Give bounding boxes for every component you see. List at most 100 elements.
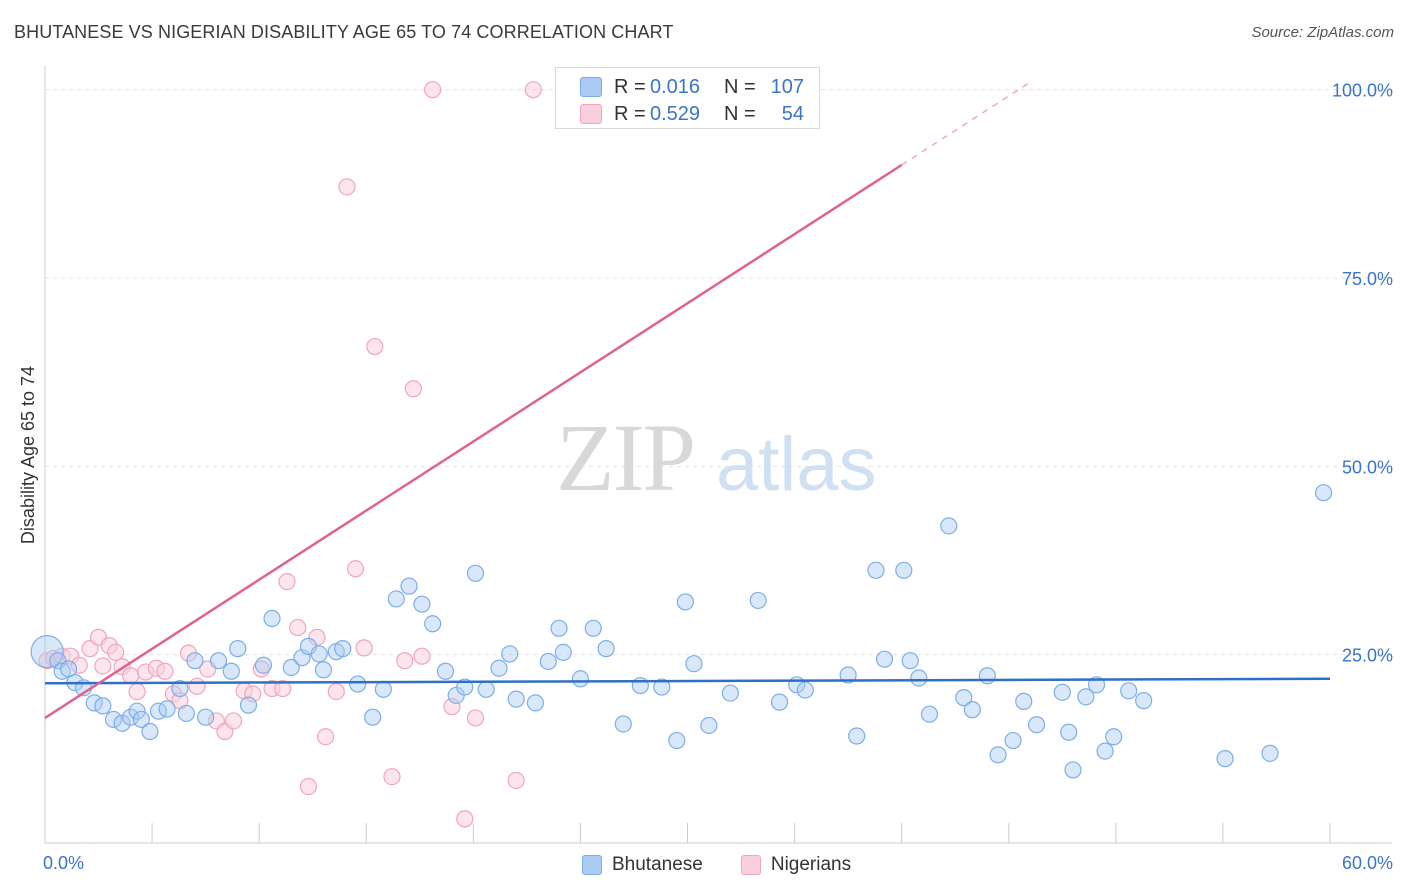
bhutanese-point (229, 640, 247, 658)
bhutanese-point (848, 727, 866, 745)
nigerians-trend-line (44, 163, 903, 719)
bhutanese-point (436, 662, 455, 680)
nigerians-point (404, 380, 422, 398)
stats-swatch-bhutanese (580, 77, 602, 97)
bhutanese-point (400, 577, 418, 595)
r-value: 0.529 (650, 102, 701, 125)
bhutanese-point (94, 697, 112, 715)
bhutanese-point (177, 704, 195, 723)
stats-row-bhutanese: R = 0.016 N = 107 (580, 74, 804, 100)
bhutanese-point (1120, 682, 1138, 700)
nigerians-point (156, 662, 174, 680)
nigerians-point (289, 618, 307, 637)
nigerians-point (366, 337, 384, 356)
legend-swatch-bhutanese (582, 855, 602, 875)
bhutanese-point (901, 652, 919, 670)
nigerians-point (466, 709, 485, 727)
axes (44, 66, 1392, 844)
source-note: Source: ZipAtlas.com (1251, 24, 1394, 41)
nigerians-point (70, 656, 88, 674)
y-tick-label: 50.0% (1342, 457, 1393, 477)
bhutanese-point (526, 694, 545, 712)
legend-label-bhutanese: Bhutanese (612, 854, 703, 875)
bhutanese-points (30, 484, 1333, 779)
bhutanese-point (989, 746, 1007, 764)
nigerians-point (413, 647, 431, 665)
bhutanese-point (978, 667, 996, 685)
bhutanese-point (895, 561, 913, 579)
bhutanese-point (963, 701, 981, 719)
nigerians-point (524, 81, 542, 99)
bhutanese-point (477, 680, 495, 698)
bhutanese-point (507, 690, 525, 708)
nigerians-point (355, 639, 373, 657)
n-value: 107 (770, 75, 804, 98)
bhutanese-point (349, 675, 367, 693)
bhutanese-point (1096, 742, 1114, 760)
watermark: ZIP atlas (556, 404, 877, 511)
bhutanese-point (239, 696, 258, 714)
bhutanese-point (141, 722, 159, 741)
bhutanese-point (113, 714, 131, 732)
bhutanese-point (910, 669, 928, 687)
bhutanese-point (867, 561, 885, 579)
y-tick-label: 75.0% (1342, 269, 1393, 289)
bhutanese-point (584, 619, 602, 637)
legend-item-nigerians[interactable]: Nigerians (740, 854, 851, 876)
n-value: 54 (781, 102, 804, 125)
nigerians-points (38, 81, 806, 828)
r-label: R = (614, 75, 646, 98)
bhutanese-point (501, 645, 519, 663)
legend-item-bhutanese[interactable]: Bhutanese (582, 854, 703, 876)
bhutanese-point (334, 640, 352, 658)
nigerians-point (188, 677, 206, 695)
y-tick-label: 100.0% (1332, 81, 1393, 101)
r-label: R = (614, 102, 646, 125)
bhutanese-point (30, 635, 64, 669)
nigerians-point (507, 771, 525, 790)
stats-row-nigerians: R = 0.529 N = 54 (580, 101, 804, 127)
nigerians-point (396, 652, 414, 670)
bhutanese-point (550, 619, 568, 637)
bhutanese-point (222, 662, 240, 680)
nigerians-point (299, 777, 318, 796)
chart-title: BHUTANESE VS NIGERIAN DISABILITY AGE 65 … (14, 22, 674, 42)
bhutanese-point (1064, 761, 1082, 779)
bhutanese-point (875, 650, 894, 668)
x-tick-label: 60.0% (1342, 853, 1393, 873)
bhutanese-point (1027, 716, 1046, 734)
bhutanese-point (1261, 744, 1279, 762)
bhutanese-point (653, 678, 671, 696)
nigerians-point (244, 685, 262, 703)
nigerians-point (456, 810, 474, 828)
bhutanese-point (132, 710, 150, 729)
y-axis-label: Disability Age 65 to 74 (18, 366, 38, 544)
bhutanese-point (197, 708, 215, 726)
nigerians-trend-extension (901, 81, 1031, 166)
bhutanese-point (1105, 728, 1123, 746)
bhutanese-point (186, 652, 204, 670)
bhutanese-point (1053, 683, 1071, 701)
bhutanese-point (940, 517, 958, 535)
bhutanese-trend-line (44, 677, 1331, 685)
bhutanese-point (676, 593, 694, 611)
bhutanese-point (374, 680, 392, 698)
bhutanese-point (128, 702, 146, 720)
bhutanese-point (1135, 692, 1153, 710)
bhutanese-point (314, 661, 333, 679)
bhutanese-point (209, 652, 228, 670)
bhutanese-point (1216, 750, 1234, 768)
series-legend: Bhutanese Nigerians (582, 852, 889, 878)
nigerians-point (94, 657, 112, 675)
bhutanese-point (254, 656, 273, 674)
nigerians-point (122, 667, 140, 685)
nigerians-point (308, 628, 326, 646)
bhutanese-point (597, 640, 615, 658)
legend-swatch-nigerians (740, 855, 761, 875)
nigerians-point (443, 698, 461, 716)
bhutanese-point (1015, 692, 1033, 710)
bhutanese-point (122, 708, 140, 726)
n-label: N = (724, 75, 756, 98)
bhutanese-point (554, 643, 572, 662)
